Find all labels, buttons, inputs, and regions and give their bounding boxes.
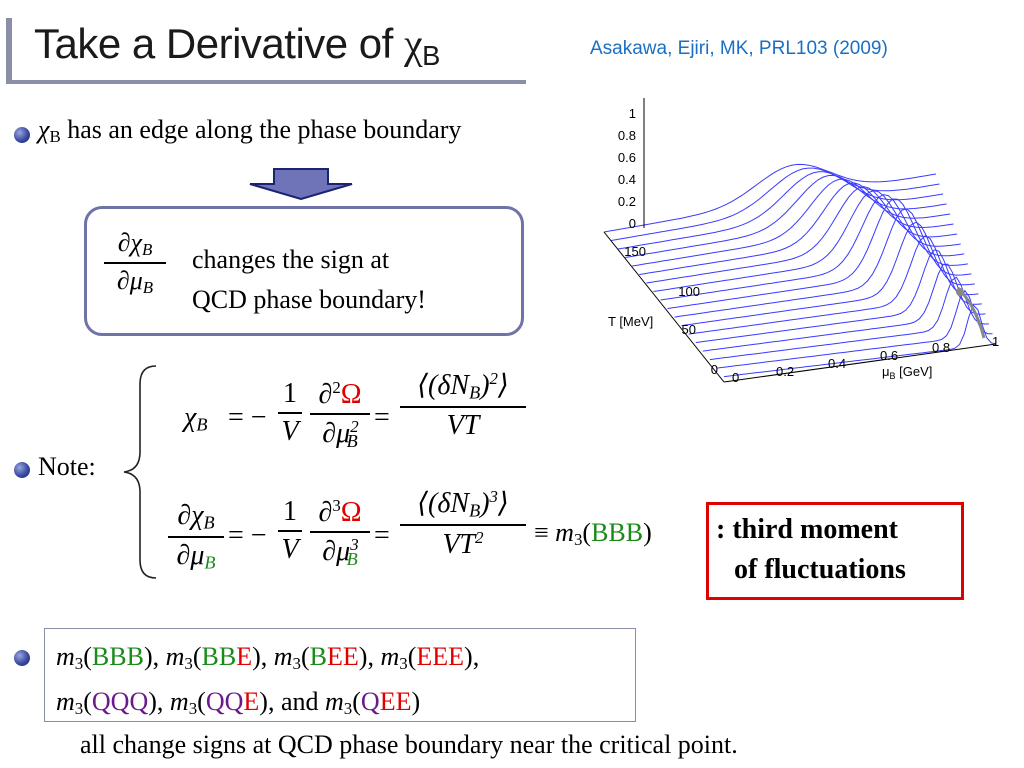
plot-curve xyxy=(681,221,975,327)
note-label: Note: xyxy=(38,452,96,481)
mu-tick: 1 xyxy=(992,334,999,349)
z-tick: 0.4 xyxy=(618,172,636,187)
moment-item: m3(EEE) xyxy=(380,642,473,674)
sign-change-text: changes the sign at QCD phase boundary! xyxy=(192,245,426,314)
mu-axis-ticks: 0 0.2 0.4 0.6 0.8 1 μB [GeV] xyxy=(732,334,999,385)
moments-list-box xyxy=(44,628,636,722)
plot-curve xyxy=(702,263,986,352)
t-tick: 100 xyxy=(678,284,700,299)
z-axis-ticks: 1 0.8 0.6 0.4 0.2 0 xyxy=(618,106,636,231)
plot-curve xyxy=(646,186,958,284)
eq1-lhs: χB xyxy=(184,402,208,435)
sign-change-box xyxy=(84,206,524,336)
plot-curve xyxy=(625,175,947,258)
third-moment-text: : third moment of fluctuations xyxy=(716,514,906,585)
chi-b-3d-plot: 1 0.8 0.6 0.4 0.2 0 150 100 50 0 T [MeV]… xyxy=(603,98,999,385)
t-axis-ticks: 150 100 50 0 T [MeV] xyxy=(608,244,718,377)
moment-item: m3(QQQ) xyxy=(56,687,157,719)
t-axis-label: T [MeV] xyxy=(608,314,653,329)
plot-curve xyxy=(723,304,997,378)
t-tick: 50 xyxy=(682,322,696,337)
plot-curve xyxy=(618,171,944,250)
plot-curve xyxy=(653,190,961,292)
plot-curve xyxy=(709,276,989,361)
bullet1-text: χB has an edge along the phase boundary xyxy=(38,115,462,147)
plot-curve xyxy=(603,163,937,233)
bullet-icon xyxy=(14,462,30,478)
eq2-frac-fluctuation: ⟨(δNB)3⟩ VT2 xyxy=(400,486,526,561)
dchi-dmu-fraction: ∂χB ∂μB xyxy=(104,228,166,298)
mu-tick: 0 xyxy=(732,370,739,385)
plot-curve xyxy=(667,198,968,310)
moment-item: m3(QQE) xyxy=(169,687,268,719)
mu-tick: 0.8 xyxy=(932,340,950,355)
citation: Asakawa, Ejiri, MK, PRL103 (2009) xyxy=(590,38,888,59)
mu-tick: 0.6 xyxy=(880,348,898,363)
plot-curve xyxy=(660,194,965,301)
eq1-equals-minus: = − xyxy=(228,402,267,433)
bullet-icon xyxy=(14,650,30,666)
z-tick: 1 xyxy=(629,106,636,121)
footer-text: all change signs at QCD phase boundary n… xyxy=(80,730,738,759)
z-tick: 0.6 xyxy=(618,150,636,165)
title-accent-bar xyxy=(6,18,12,84)
plot-curve xyxy=(674,208,972,318)
third-moment-box xyxy=(706,502,964,600)
mu-tick: 0.2 xyxy=(776,364,794,379)
plot-axes xyxy=(603,98,997,383)
mu-axis-label: μB [GeV] xyxy=(882,364,932,381)
moments-list-line1: m3(BBB), m3(BBE), m3(BEE), m3(EEE), xyxy=(56,642,480,674)
plot-curve xyxy=(695,249,982,344)
plot-curves xyxy=(603,163,997,378)
moments-list-line2: m3(QQQ), m3(QQE), and m3(QEE) xyxy=(56,687,421,719)
down-arrow-icon xyxy=(249,168,353,200)
moment-item: m3(BBE) xyxy=(165,642,261,674)
eq1-frac-fluctuation: ⟨(δNB)2⟩ VT xyxy=(400,368,526,442)
moment-item: m3(BEE) xyxy=(273,642,368,674)
eq2-equals-minus: = − xyxy=(228,520,267,551)
title-underline xyxy=(6,80,526,84)
eq1-frac-d2omega: ∂2Ω ∂μ2B xyxy=(310,378,370,452)
bullet-icon xyxy=(14,127,30,143)
t-tick: 150 xyxy=(624,244,646,259)
mu-tick: 0.4 xyxy=(828,356,846,371)
z-tick: 0.8 xyxy=(618,128,636,143)
plot-curve xyxy=(632,178,951,267)
plot-curve xyxy=(716,289,993,369)
moments-list-text: m3(BBB), m3(BBE), m3(BEE), m3(EEE), m3(Q… xyxy=(56,638,479,728)
eq2-frac-d3omega: ∂3Ω ∂μ3B xyxy=(310,496,370,570)
plot-curve xyxy=(688,235,979,335)
t-tick: 0 xyxy=(711,362,718,377)
z-tick: 0 xyxy=(629,216,636,231)
slide-title: Take a Derivative of χB xyxy=(34,20,440,71)
moment-item: m3(QEE) xyxy=(325,687,421,719)
eq2-lhs-fraction: ∂χB ∂μB xyxy=(168,500,224,573)
eq1-equals: = xyxy=(374,402,390,433)
eq2-m3-bbb: ≡ m3(BBB) xyxy=(534,518,652,550)
moment-item: m3(BBB) xyxy=(56,642,153,674)
z-tick: 0.2 xyxy=(618,194,636,209)
plot-curve xyxy=(611,167,940,241)
eq2-equals: = xyxy=(374,520,390,551)
plot-curve xyxy=(639,182,954,275)
critical-point-marker xyxy=(956,288,964,296)
left-brace-icon xyxy=(123,365,157,579)
